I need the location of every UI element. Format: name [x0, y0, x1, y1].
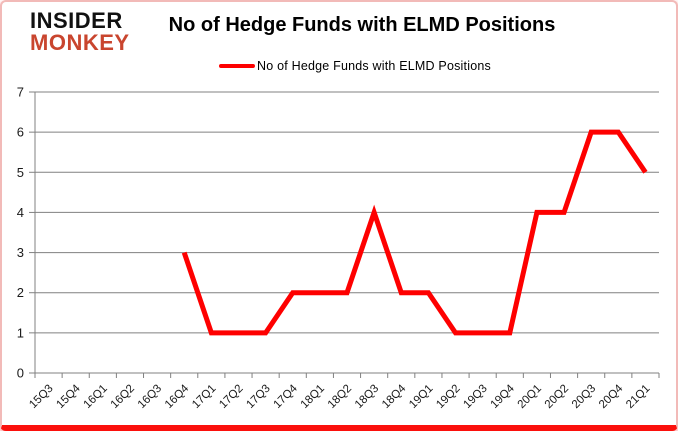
logo-text-insider: INSIDER [30, 8, 123, 33]
x-tick-label: 18Q1 [299, 383, 327, 411]
chart-title: No of Hedge Funds with ELMD Positions [168, 14, 556, 36]
x-tick-label: 17Q2 [217, 383, 245, 411]
x-tick-label: 18Q2 [326, 383, 354, 411]
y-tick-label: 4 [17, 205, 24, 220]
y-tick-label: 0 [17, 366, 24, 381]
x-tick-label: 16Q4 [163, 382, 192, 411]
x-tick-label: 19Q2 [434, 383, 462, 411]
y-gridlines [35, 91, 659, 374]
x-tick-label: 19Q1 [407, 383, 435, 411]
x-tick-label: 17Q4 [271, 382, 300, 411]
y-tick-label: 3 [17, 245, 24, 260]
y-tick-label: 6 [17, 125, 24, 140]
y-tick-label: 1 [17, 325, 24, 340]
x-tick-label: 17Q1 [190, 383, 218, 411]
y-tick-label: 5 [17, 165, 24, 180]
x-tick-label: 20Q3 [570, 383, 598, 411]
data-line [181, 129, 648, 336]
legend-line-swatch [219, 64, 256, 68]
x-axis-labels: 15Q315Q416Q116Q216Q316Q417Q117Q217Q317Q4… [27, 382, 652, 411]
x-tick-label: 18Q4 [380, 382, 409, 411]
x-tick-label: 15Q4 [54, 382, 83, 411]
x-axis-ticks [34, 373, 660, 378]
legend-label: No of Hedge Funds with ELMD Positions [257, 59, 491, 73]
insider-monkey-logo: INSIDER MONKEY [30, 10, 130, 54]
x-tick-label: 16Q3 [136, 383, 164, 411]
x-tick-label: 17Q3 [244, 383, 272, 411]
x-tick-label: 19Q3 [461, 383, 489, 411]
logo-text-monkey: MONKEY [30, 30, 130, 55]
x-tick-label: 16Q1 [82, 383, 110, 411]
y-tick-label: 7 [17, 85, 24, 100]
y-axis-labels: 0 1 2 3 4 5 6 7 [17, 85, 35, 381]
x-tick-label: 20Q2 [543, 383, 571, 411]
x-tick-label: 20Q1 [516, 383, 544, 411]
x-tick-label: 21Q1 [624, 383, 652, 411]
x-tick-label: 19Q4 [489, 382, 518, 411]
x-tick-label: 18Q3 [353, 383, 381, 411]
y-tick-label: 2 [17, 285, 24, 300]
x-tick-label: 20Q4 [597, 382, 626, 411]
legend: No of Hedge Funds with ELMD Positions [34, 59, 676, 73]
x-tick-label: 15Q3 [27, 383, 55, 411]
x-tick-label: 16Q2 [109, 383, 137, 411]
